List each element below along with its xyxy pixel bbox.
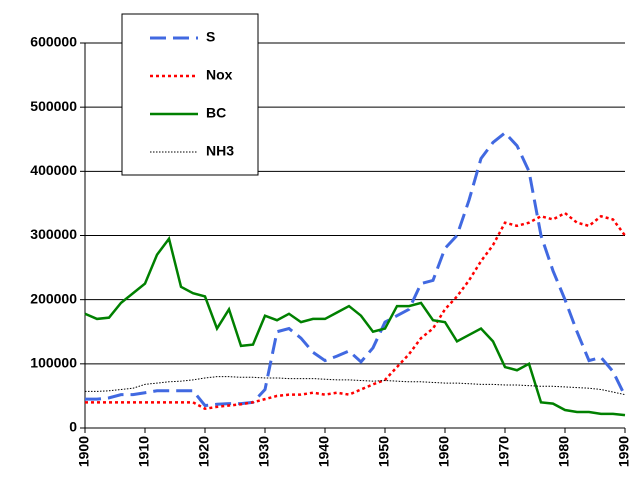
series-line [84, 235, 626, 417]
legend-label: Nox [206, 67, 233, 83]
x-tick-label: 1900 [76, 436, 92, 467]
x-tick-label: 1990 [616, 436, 630, 467]
x-tick-label: 1940 [316, 436, 332, 467]
series-line [85, 211, 627, 411]
x-tick-label: 1930 [256, 436, 272, 467]
x-tick-label: 1910 [136, 436, 152, 467]
legend-label: BC [206, 105, 226, 121]
y-tick-label: 100000 [30, 355, 77, 371]
y-tick-label: 500000 [30, 98, 77, 114]
x-tick-label: 1980 [556, 436, 572, 467]
legend-box [121, 13, 259, 176]
series-line [85, 130, 627, 408]
y-tick-label: 300000 [30, 226, 77, 242]
x-tick-label: 1970 [496, 436, 512, 467]
y-tick-label: 0 [69, 419, 77, 435]
legend-label: NH3 [206, 143, 234, 159]
y-tick-label: 400000 [30, 162, 77, 178]
x-tick-label: 1950 [376, 436, 392, 467]
x-tick-label: 1920 [196, 436, 212, 467]
y-tick-label: 200000 [30, 290, 77, 306]
x-tick-label: 1960 [436, 436, 452, 467]
y-tick-label: 600000 [30, 34, 77, 50]
series-line [85, 376, 626, 396]
legend-label: S [206, 29, 215, 45]
